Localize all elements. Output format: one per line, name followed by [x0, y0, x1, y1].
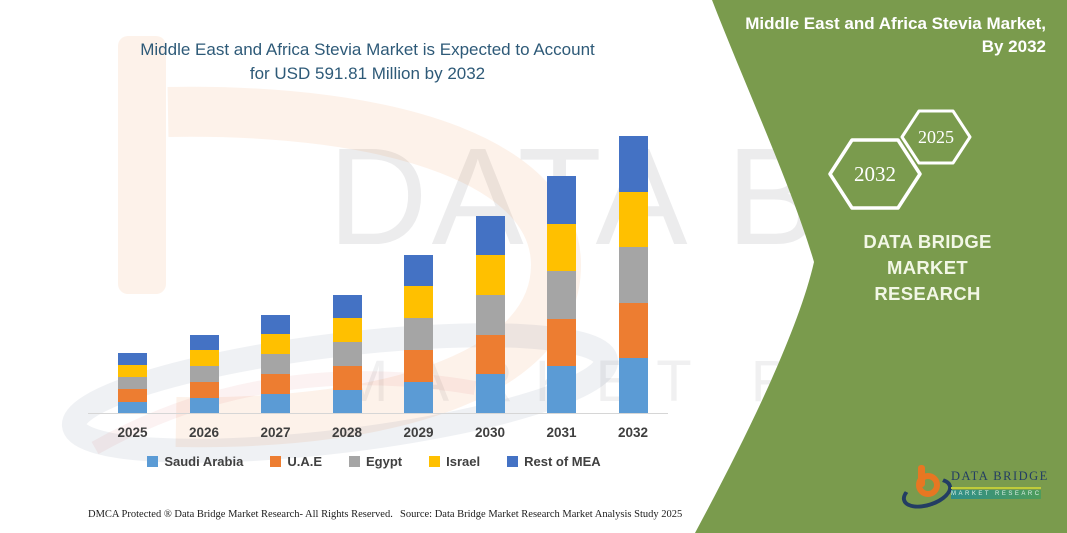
dbmr-logo-mark-icon	[897, 463, 957, 515]
bar-2031-segment-egypt	[547, 271, 576, 319]
legend-swatch-egypt	[348, 456, 360, 467]
legend-label-u-a-e: U.A.E	[287, 454, 322, 469]
dbmr-logo: DATA BRIDGE MARKET RESEARCH	[897, 461, 1047, 515]
legend-item-israel: Israel	[429, 454, 480, 469]
hexagon-2032-label: 2032	[854, 162, 896, 186]
bar-2029-segment-u-a-e	[404, 350, 433, 383]
dbmr-logo-text-block: DATA BRIDGE MARKET RESEARCH	[951, 469, 1047, 499]
bar-2028	[332, 294, 362, 414]
bar-2027-segment-egypt	[261, 354, 290, 375]
bar-2028-segment-egypt	[332, 342, 362, 367]
bar-2030-segment-egypt	[475, 294, 505, 335]
x-axis-label-2032: 2032	[617, 425, 649, 440]
bar-2030-segment-israel	[475, 255, 505, 295]
legend-item-rest-of-mea: Rest of MEA	[507, 454, 601, 469]
bar-2031	[547, 176, 576, 414]
hexagon-badges: 2032 2025	[828, 109, 972, 210]
legend-label-egypt: Egypt	[365, 454, 403, 469]
bar-2025-segment-israel	[118, 364, 147, 378]
legend-item-egypt: Egypt	[348, 454, 403, 469]
x-axis-label-2031: 2031	[546, 425, 577, 440]
side-panel-title: Middle East and Africa Stevia Market, By…	[716, 12, 1046, 58]
x-axis-labels: 2025 2026 2027 2028 2029 2030 2031 2032	[0, 425, 700, 443]
bar-2028-segment-rest-of-mea	[332, 294, 362, 319]
bar-2029-segment-saudi-arabia	[404, 382, 433, 414]
bar-2026-segment-egypt	[189, 366, 219, 383]
x-axis-label-2028: 2028	[331, 425, 363, 440]
bar-2025	[118, 352, 147, 414]
bar-2027-segment-rest-of-mea	[261, 314, 290, 335]
brand-text-line2: RESEARCH	[874, 283, 981, 304]
side-panel-title-line2: By 2032	[981, 37, 1046, 56]
bar-2027	[261, 314, 290, 414]
bar-2031-segment-u-a-e	[547, 318, 576, 367]
bar-2026-segment-israel	[189, 350, 219, 367]
x-axis-label-2025: 2025	[117, 425, 148, 440]
bar-2031-segment-rest-of-mea	[547, 176, 576, 224]
bar-2026-segment-saudi-arabia	[189, 398, 219, 414]
chart-title-line2: for USD 591.81 Million by 2032	[249, 64, 486, 83]
logo-b-bowl-icon	[916, 473, 940, 497]
footer-source-text: Source: Data Bridge Market Research Mark…	[400, 509, 683, 520]
bar-2027-segment-saudi-arabia	[261, 394, 290, 414]
chart-title: Middle East and Africa Stevia Market is …	[95, 38, 640, 86]
bar-2026-segment-u-a-e	[189, 382, 219, 399]
bar-2030-segment-rest-of-mea	[475, 215, 505, 256]
bar-2025-segment-u-a-e	[118, 389, 147, 402]
chart-title-line1: Middle East and Africa Stevia Market is …	[140, 40, 595, 59]
bar-2031-segment-saudi-arabia	[547, 366, 576, 414]
bar-2032-segment-israel	[618, 191, 648, 248]
legend-swatch-u-a-e	[270, 456, 282, 467]
bar-2030-segment-saudi-arabia	[475, 374, 505, 414]
brand-text-line1: DATA BRIDGE MARKET	[863, 231, 992, 278]
dbmr-logo-banner: MARKET RESEARCH	[951, 490, 1041, 499]
bar-2032-segment-rest-of-mea	[618, 136, 648, 192]
bar-2025-segment-rest-of-mea	[118, 352, 147, 365]
bar-2032-segment-saudi-arabia	[618, 358, 648, 414]
bar-2032-segment-u-a-e	[618, 302, 648, 359]
footer-dmca-text: DMCA Protected ® Data Bridge Market Rese…	[88, 509, 393, 520]
x-axis-label-2027: 2027	[260, 425, 291, 440]
bar-2026	[189, 334, 219, 414]
bar-2032	[618, 136, 648, 414]
x-axis-label-2029: 2029	[403, 425, 434, 440]
legend-item-u-a-e: U.A.E	[270, 454, 322, 469]
bar-2029	[404, 254, 433, 414]
legend-label-rest-of-mea: Rest of MEA	[524, 454, 601, 469]
bar-2025-segment-saudi-arabia	[118, 401, 147, 414]
dbmr-logo-name: DATA BRIDGE	[951, 469, 1047, 489]
bar-2025-segment-egypt	[118, 377, 147, 390]
bar-2031-segment-israel	[547, 223, 576, 272]
x-axis-line	[88, 413, 668, 414]
legend: Saudi Arabia U.A.E Egypt Israel Rest of MEA	[100, 454, 648, 469]
bar-2030-segment-u-a-e	[475, 334, 505, 375]
bar-2030	[475, 215, 505, 414]
bar-2029-segment-rest-of-mea	[404, 254, 433, 287]
bar-2027-segment-israel	[261, 334, 290, 355]
bar-2027-segment-u-a-e	[261, 374, 290, 395]
bar-2032-segment-egypt	[618, 247, 648, 303]
legend-swatch-rest-of-mea	[507, 456, 519, 467]
legend-label-israel: Israel	[446, 454, 481, 469]
legend-label-saudi-arabia: Saudi Arabia	[164, 454, 244, 469]
x-axis-label-2026: 2026	[188, 425, 220, 440]
bar-2026-segment-rest-of-mea	[189, 334, 219, 351]
side-panel-title-line1: Middle East and Africa Stevia Market,	[745, 14, 1046, 33]
legend-swatch-israel	[429, 456, 441, 467]
brand-text: DATA BRIDGE MARKET RESEARCH	[830, 229, 1025, 307]
bar-2028-segment-saudi-arabia	[332, 390, 362, 414]
x-axis-label-2030: 2030	[474, 425, 506, 440]
hexagon-2025-label: 2025	[918, 127, 954, 147]
bar-2029-segment-egypt	[404, 318, 433, 351]
bar-2028-segment-u-a-e	[332, 366, 362, 391]
legend-item-saudi-arabia: Saudi Arabia	[147, 454, 243, 469]
bar-2028-segment-israel	[332, 318, 362, 343]
legend-swatch-saudi-arabia	[147, 456, 159, 467]
bar-2029-segment-israel	[404, 286, 433, 319]
